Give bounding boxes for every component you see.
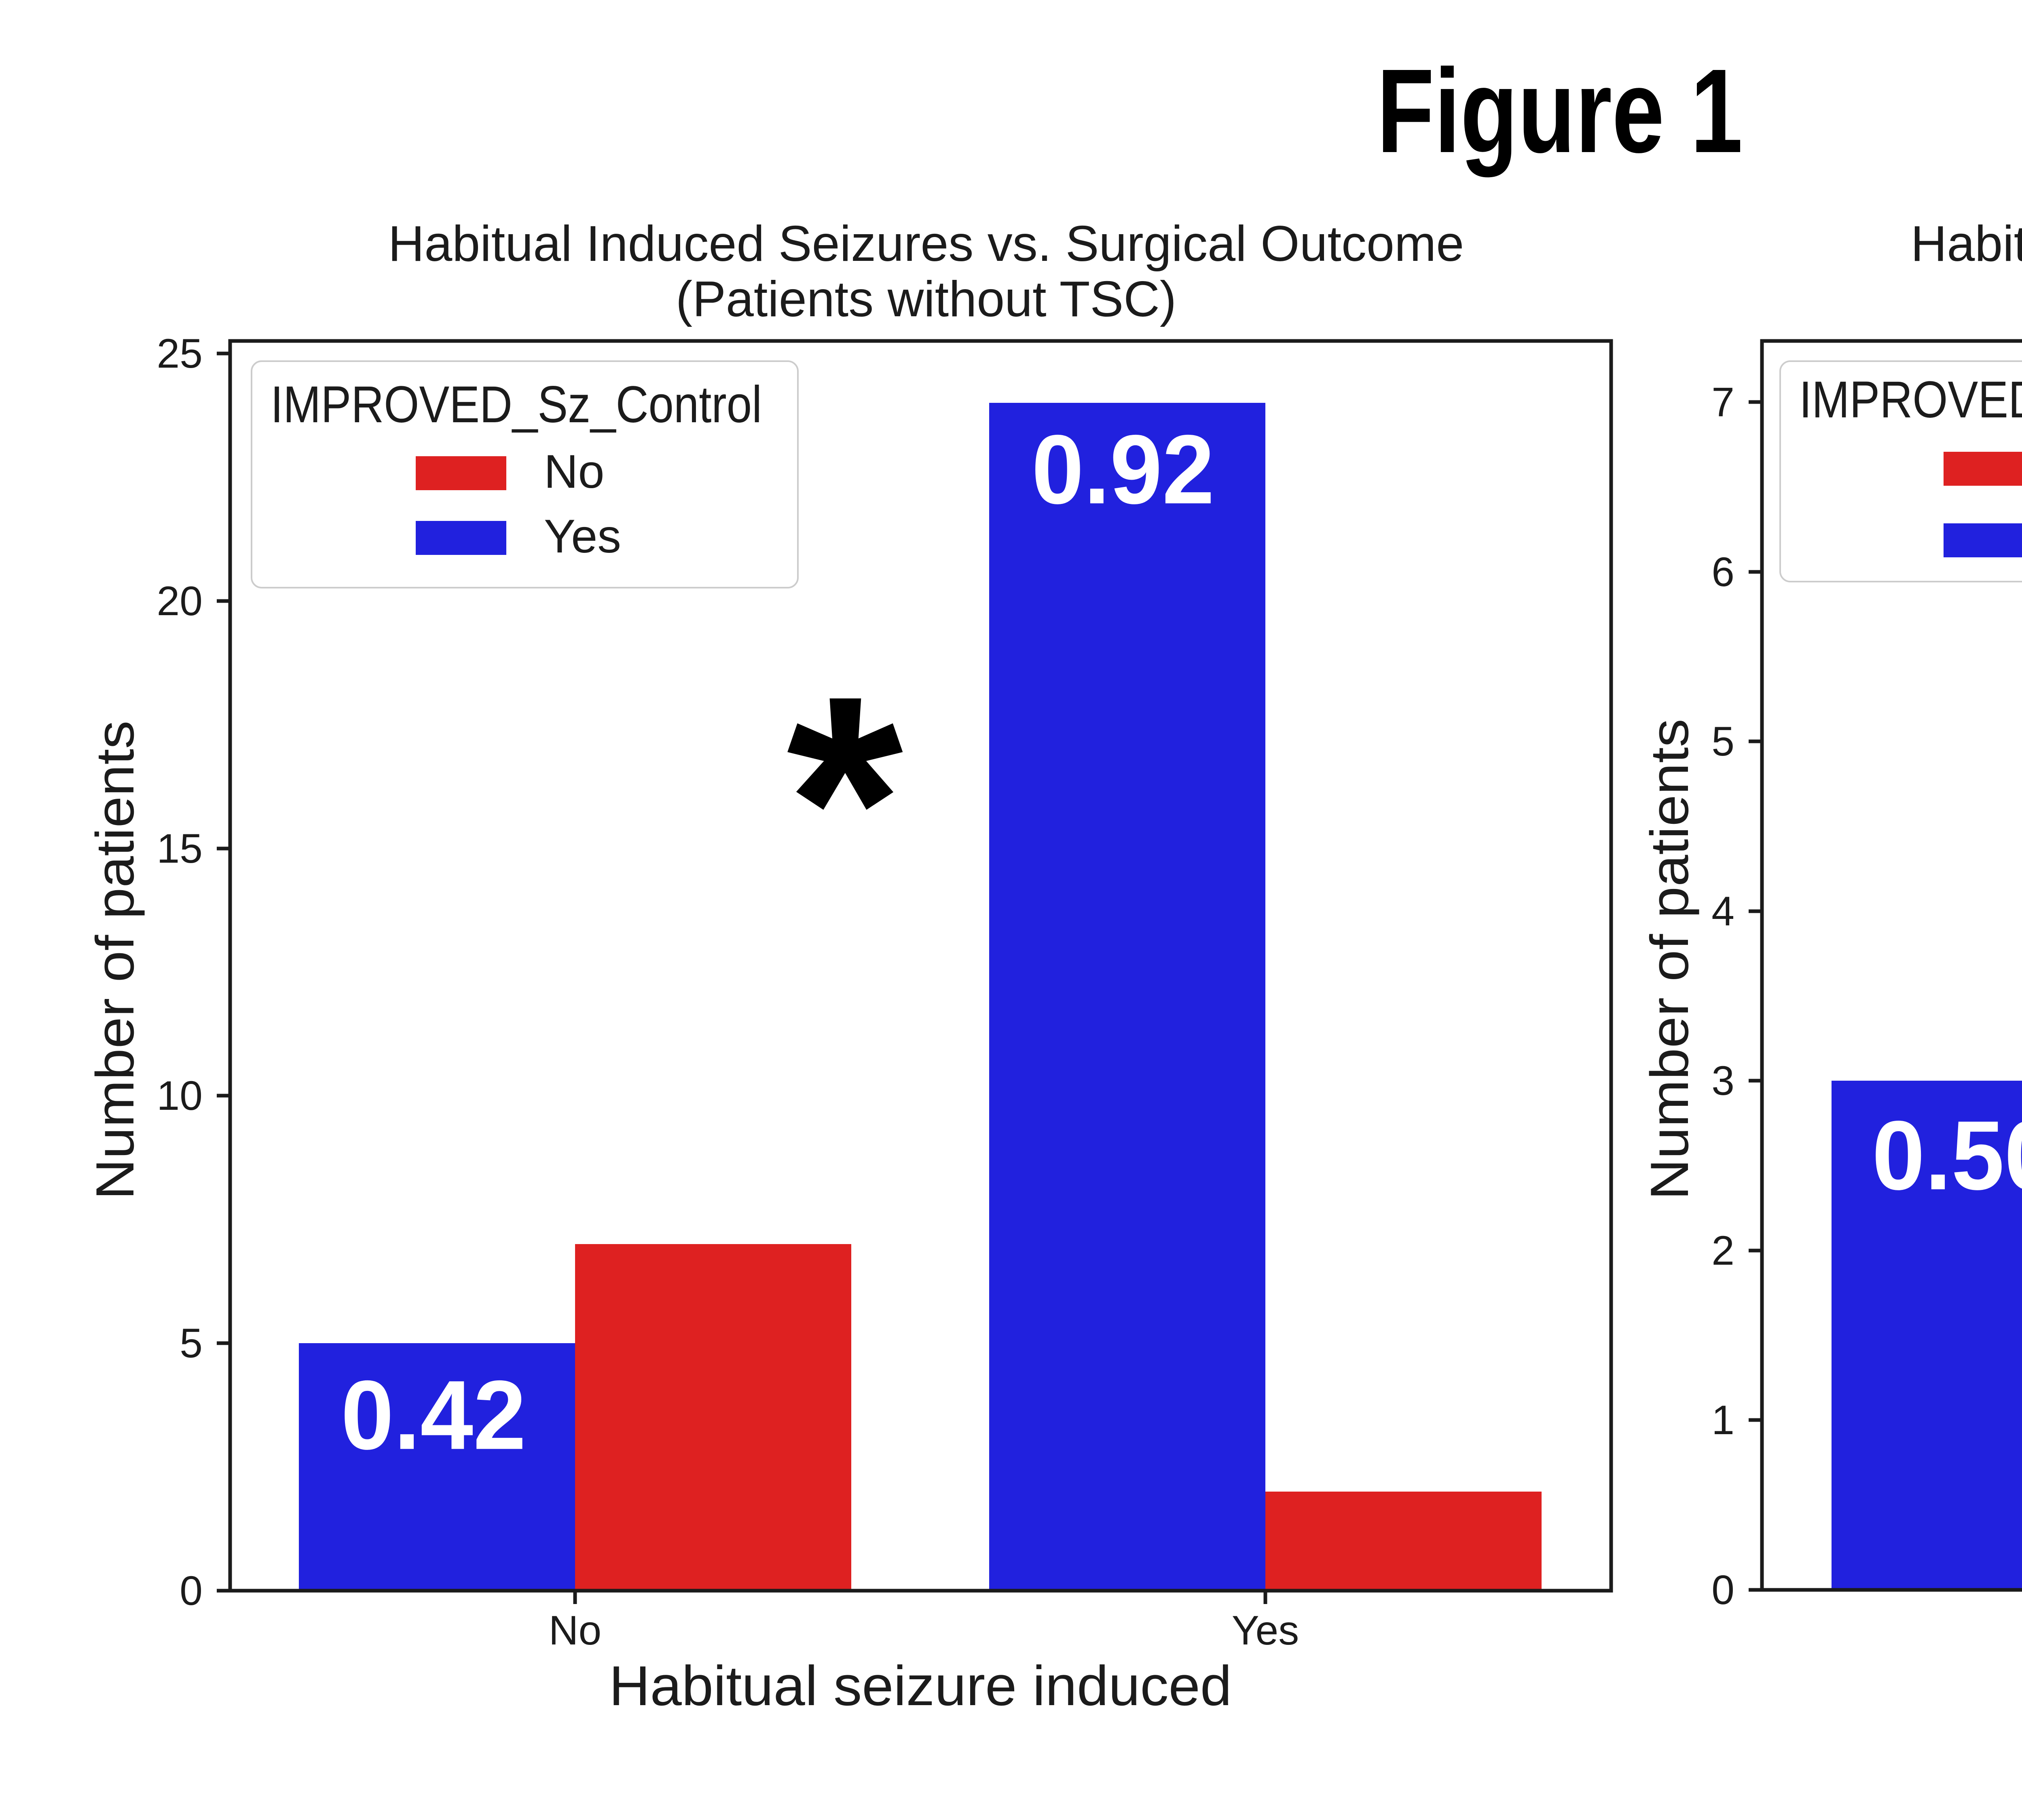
svg-text:No: No: [544, 445, 605, 498]
svg-text:25: 25: [157, 330, 203, 377]
svg-text:5: 5: [1711, 718, 1734, 764]
svg-text:0: 0: [180, 1568, 203, 1614]
svg-text:Number of patients: Number of patients: [1640, 719, 1700, 1200]
svg-text:Habitual Induced Seizures vs.: Habitual Induced Seizures vs. Surgical O…: [1911, 216, 2022, 272]
svg-text:2: 2: [1711, 1227, 1734, 1274]
svg-text:3: 3: [1711, 1058, 1734, 1104]
svg-text:4: 4: [1711, 888, 1734, 934]
svg-text:Number of patients: Number of patients: [85, 721, 145, 1200]
svg-text:No: No: [549, 1607, 601, 1653]
svg-text:0: 0: [1711, 1567, 1734, 1613]
svg-text:10: 10: [157, 1073, 203, 1119]
svg-text:20: 20: [157, 578, 203, 624]
svg-text:0.42: 0.42: [341, 1361, 526, 1470]
svg-text:Yes: Yes: [544, 510, 621, 563]
svg-text:Habitual seizure induced: Habitual seizure induced: [609, 1655, 1232, 1717]
svg-text:IMPROVED_Sz_Control: IMPROVED_Sz_Control: [271, 376, 762, 434]
svg-text:IMPROVED_Sz_Control: IMPROVED_Sz_Control: [1799, 371, 2022, 429]
svg-text:0.50: 0.50: [1872, 1101, 2022, 1211]
svg-text:15: 15: [157, 825, 203, 872]
svg-text:6: 6: [1711, 549, 1734, 595]
svg-text:7: 7: [1711, 379, 1734, 425]
svg-text:Figure 1: Figure 1: [1377, 44, 1743, 178]
svg-text:1: 1: [1711, 1397, 1734, 1443]
svg-text:Yes: Yes: [1232, 1607, 1299, 1653]
svg-text:*: *: [787, 633, 903, 968]
svg-text:0.92: 0.92: [1032, 415, 1214, 525]
svg-text:5: 5: [180, 1320, 203, 1366]
svg-text:(Patients without TSC): (Patients without TSC): [676, 271, 1176, 327]
svg-text:Habitual Induced Seizures vs.: Habitual Induced Seizures vs. Surgical O…: [388, 216, 1464, 272]
